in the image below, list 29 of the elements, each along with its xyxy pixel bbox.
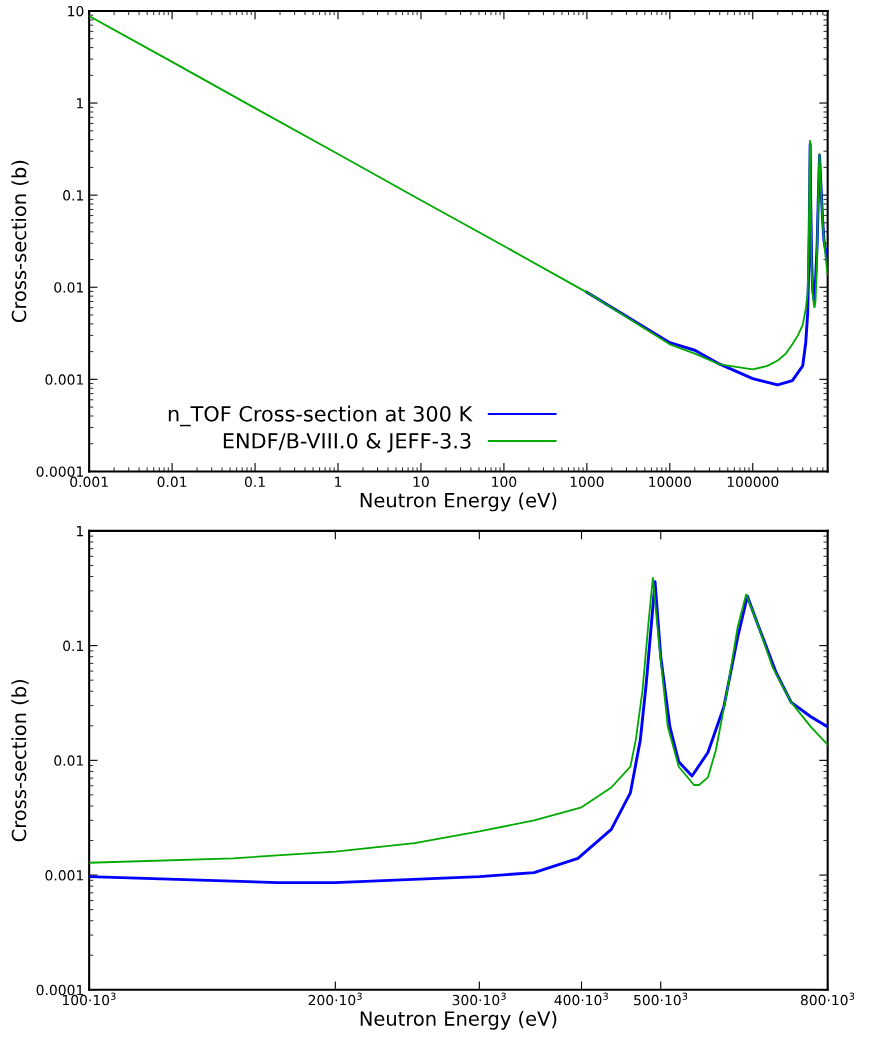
x-axis-title: Neutron Energy (eV) [360, 492, 557, 512]
y-tick-label: 0.001 [45, 870, 83, 881]
y-tick-label: 1 [76, 98, 83, 109]
y-tick-label: 0.0001 [36, 466, 83, 477]
x-tick-label: 10 [413, 476, 429, 488]
y-tick-label: 0.001 [45, 374, 83, 385]
x-tick-label: 100000 [727, 476, 779, 488]
y-tick-label: 0.1 [63, 640, 83, 652]
x-tick-label: 500·10$^{3}$ [634, 992, 688, 1006]
x-tick-label: 300·10$^{3}$ [452, 992, 506, 1006]
legend-label: n_TOF Cross-section at 300 K [168, 405, 473, 427]
y-axis-title: Cross-section (b) [11, 160, 29, 323]
x-tick-label: 200·10$^{3}$ [308, 992, 362, 1006]
x-tick-label: 0.1 [244, 476, 265, 488]
y-tick-label: 0.1 [63, 190, 83, 201]
x-tick-label: 100 [492, 476, 517, 488]
x-tick-label: 400·10$^{3}$ [554, 992, 608, 1006]
legend-label: ENDF/B-VIII.0 & JEFF-3.3 [223, 432, 471, 453]
y-tick-label: 1 [76, 526, 83, 537]
x-tick-label: 1000 [570, 476, 604, 488]
y-tick-label: 0.01 [54, 755, 83, 766]
y-tick-label: 0.01 [54, 282, 83, 293]
x-axis-title: Neutron Energy (eV) [360, 1010, 557, 1030]
x-tick-label: 800·10$^{3}$ [800, 992, 855, 1006]
x-tick-label: 10000 [649, 476, 691, 488]
y-tick-label: 10 [68, 5, 84, 17]
x-tick-label: 1 [335, 476, 342, 487]
x-tick-label: 0.01 [157, 476, 187, 488]
y-axis-title: Cross-section (b) [11, 680, 29, 842]
